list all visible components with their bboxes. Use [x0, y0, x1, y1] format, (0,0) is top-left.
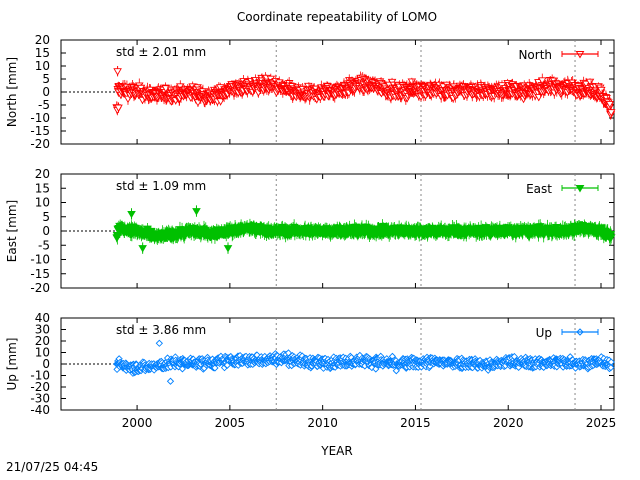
legend-marker: [575, 51, 585, 59]
y-tick-label: 20: [35, 33, 50, 47]
y-axis-label: North [mm]: [5, 57, 19, 127]
legend: East: [526, 182, 599, 196]
legend-label: East: [526, 182, 552, 196]
data-series-east: [112, 205, 616, 254]
data-point: [113, 68, 122, 76]
y-tick-label: 15: [35, 181, 50, 195]
chart-title: Coordinate repeatability of LOMO: [237, 10, 437, 24]
y-tick-label: -15: [30, 124, 50, 138]
y-tick-label: 15: [35, 46, 50, 60]
y-tick-label: -5: [38, 98, 50, 112]
legend: North: [518, 48, 599, 62]
y-tick-label: 10: [35, 59, 50, 73]
y-tick-label: -5: [38, 238, 50, 252]
legend-label: North: [518, 48, 552, 62]
y-tick-label: 10: [35, 196, 50, 210]
y-axis-label: East [mm]: [5, 200, 19, 262]
y-tick-label: 0: [42, 85, 50, 99]
std-annotation: std ± 1.09 mm: [116, 179, 206, 193]
y-tick-label: -10: [30, 111, 50, 125]
y-tick-label: 5: [42, 72, 50, 86]
y-tick-label: 0: [42, 224, 50, 238]
y-tick-label: -20: [30, 281, 50, 295]
y-tick-label: 20: [35, 167, 50, 181]
std-annotation: std ± 2.01 mm: [116, 45, 206, 59]
data-series-north: [112, 66, 616, 120]
y-tick-label: -15: [30, 267, 50, 281]
y-tick-label: -10: [30, 253, 50, 267]
y-tick-label: -20: [30, 137, 50, 151]
y-tick-label: 5: [42, 210, 50, 224]
